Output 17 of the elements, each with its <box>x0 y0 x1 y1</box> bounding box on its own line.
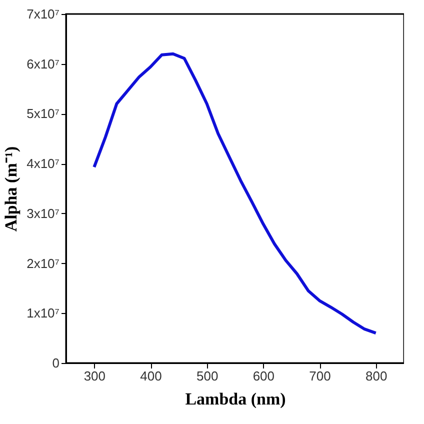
x-axis-title: Lambda (nm) <box>185 390 286 408</box>
x-tick-label: 400 <box>140 368 162 384</box>
line-series <box>92 52 378 335</box>
y-tick-label: 0 <box>52 356 60 370</box>
x-tick-label: 800 <box>365 368 388 384</box>
y-tick-label: 3x10⁷ <box>26 206 60 221</box>
y-tick-label: 7x10⁷ <box>26 6 60 22</box>
x-tick-label: 700 <box>309 368 331 384</box>
x-tick-label: 600 <box>252 368 275 384</box>
x-tick-label: 500 <box>196 368 218 384</box>
y-tick-label: 6x10⁷ <box>26 56 60 72</box>
y-tick-label: 4x10⁷ <box>26 156 60 172</box>
y-tick-label: 1x10⁷ <box>26 306 60 321</box>
y-tick-label: 2x10⁷ <box>26 256 60 271</box>
y-axis-title: Alpha (m⁻¹) <box>2 146 21 232</box>
x-tick-label: 300 <box>84 368 106 384</box>
y-tick-label: 5x10⁷ <box>26 106 60 122</box>
